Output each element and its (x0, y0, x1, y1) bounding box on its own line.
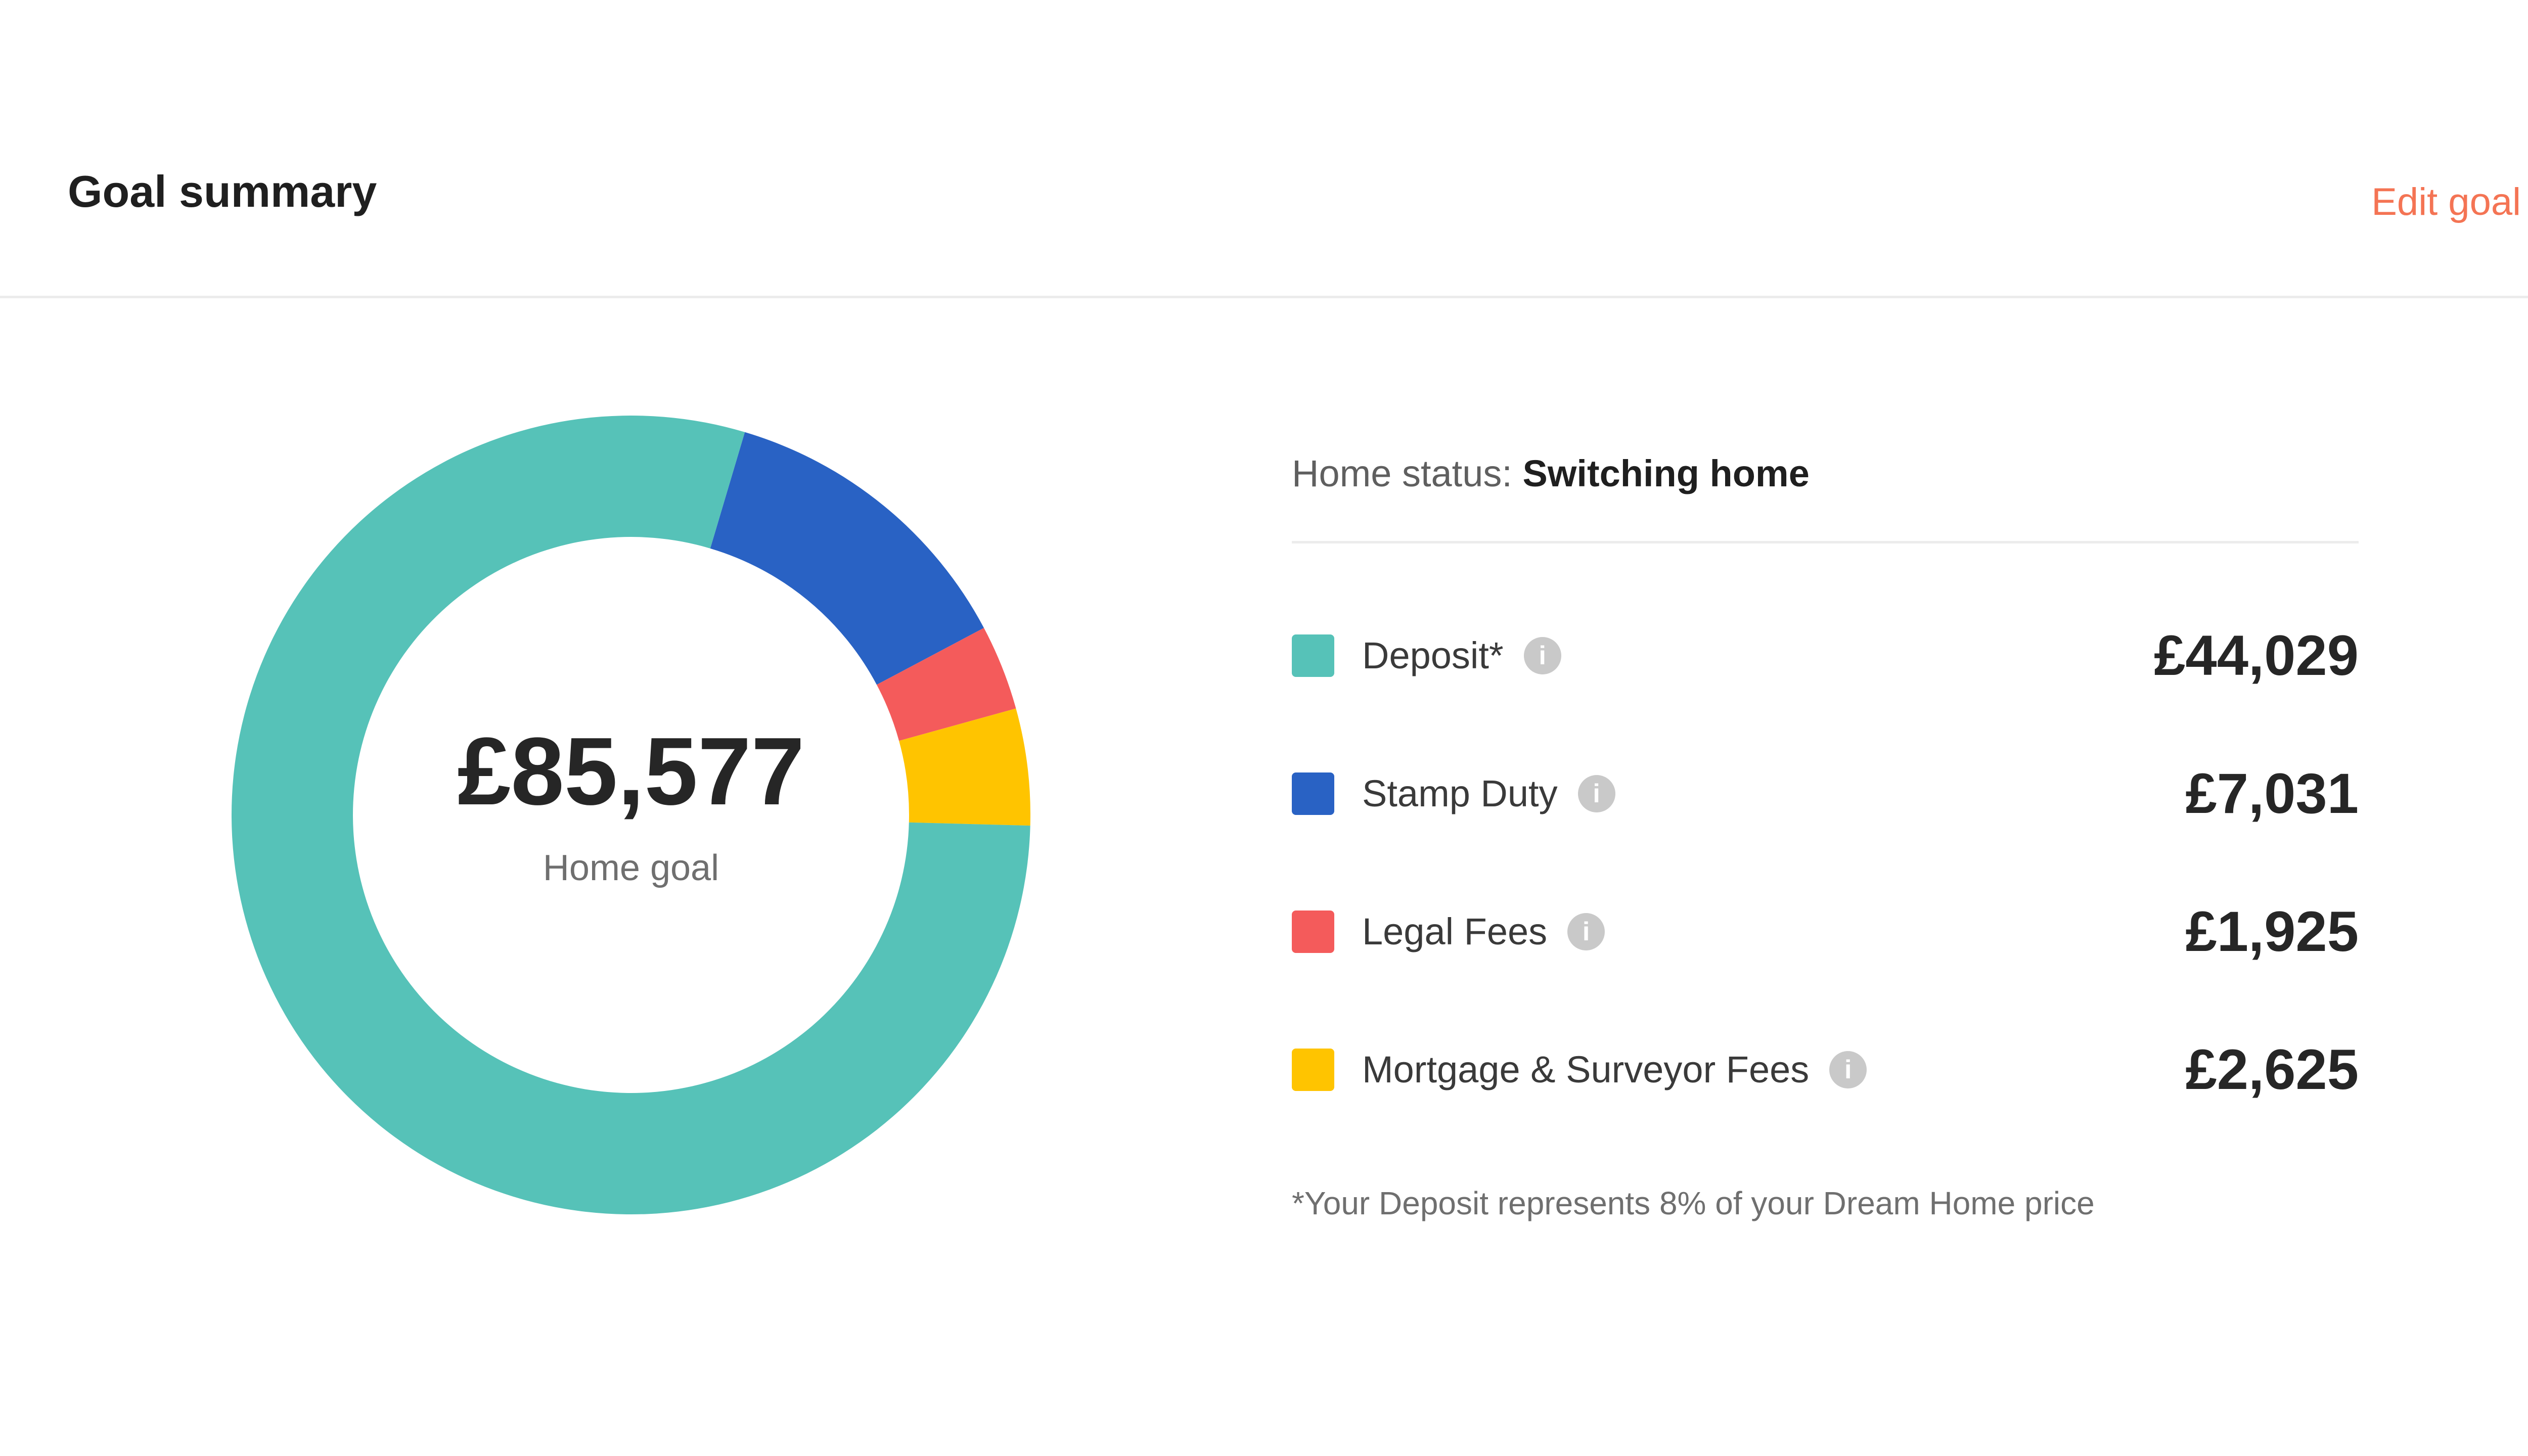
mortgage-surveyor-amount: £2,625 (2185, 1037, 2359, 1101)
info-icon[interactable]: i (1577, 775, 1615, 812)
legend-row-deposit: Deposit* i £44,029 (1292, 586, 2359, 724)
cost-breakdown-legend: Deposit* i £44,029 Stamp Duty i £7,031 L… (1292, 586, 2359, 1139)
home-goal-label: Home goal (543, 848, 719, 888)
info-icon[interactable]: i (1523, 636, 1561, 674)
deposit-amount: £44,029 (2154, 623, 2359, 687)
legend-row-mortgage-surveyor: Mortgage & Surveyor Fees i £2,625 (1292, 1000, 2359, 1139)
header: Goal summary Edit goal (0, 0, 2528, 298)
legal-fees-swatch (1292, 910, 1334, 953)
legend-row-legal-fees: Legal Fees i £1,925 (1292, 862, 2359, 1000)
donut-slice-mortgage-surveyor (899, 708, 1030, 826)
stamp-duty-swatch (1292, 772, 1334, 815)
mortgage-surveyor-label: Mortgage & Surveyor Fees (1362, 1048, 1810, 1090)
donut-chart: £85,577 Home goal (232, 416, 1030, 1214)
stamp-duty-label: Stamp Duty (1362, 772, 1558, 814)
home-status: Home status: Switching home (1292, 455, 1810, 492)
home-status-value: Switching home (1522, 452, 1810, 494)
legal-fees-label: Legal Fees (1362, 910, 1548, 952)
info-icon[interactable]: i (1829, 1051, 1867, 1088)
mortgage-surveyor-swatch (1292, 1048, 1334, 1091)
donut-center: £85,577 Home goal (232, 416, 1030, 1214)
info-icon[interactable]: i (1567, 913, 1605, 950)
donut-chart-svg (232, 416, 1030, 1214)
deposit-footnote: *Your Deposit represents 8% of your Drea… (1292, 1185, 2095, 1221)
edit-goal-link[interactable]: Edit goal (2371, 180, 2521, 223)
donut-slice-stamp-duty (710, 432, 984, 685)
page-title: Goal summary (68, 166, 377, 216)
stamp-duty-amount: £7,031 (2185, 761, 2359, 825)
legal-fees-amount: £1,925 (2185, 899, 2359, 963)
home-status-label: Home status: (1292, 452, 1512, 494)
deposit-label: Deposit* (1362, 634, 1504, 676)
deposit-swatch (1292, 634, 1334, 677)
legend-row-stamp-duty: Stamp Duty i £7,031 (1292, 724, 2359, 862)
donut-slice-deposit (232, 416, 1030, 1214)
donut-slice-legal-fees (876, 628, 1016, 741)
home-goal-total: £85,577 (457, 718, 805, 825)
status-divider (1292, 541, 2359, 543)
